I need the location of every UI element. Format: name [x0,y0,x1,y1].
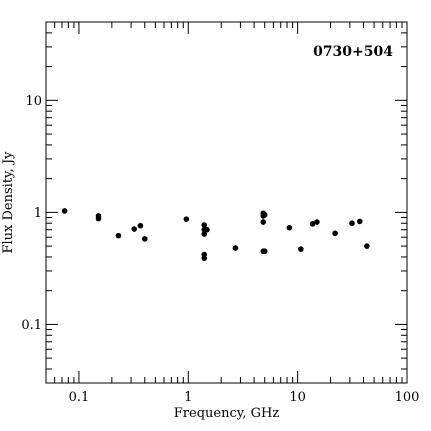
data-point [204,226,210,233]
data-point [183,216,190,222]
data-point [261,248,268,255]
data-point [61,208,68,214]
data-point [364,243,370,249]
source-annotation: 0730+504 [313,44,393,60]
x-axis-title: Frequency, GHz [174,406,280,421]
y-axis-title: Flux Density, Jy [1,151,16,254]
data-point [309,221,316,227]
data-point [286,224,293,231]
data-point [260,219,267,225]
y-tick-labels: 0.1 1 10 [21,94,42,333]
data-points [61,208,370,261]
data-point [131,226,137,232]
y-tick-label: 0.1 [21,318,42,333]
data-point [356,218,363,225]
x-tick-label: 1 [184,390,192,405]
x-tick-label: 0.1 [69,390,90,405]
data-point [349,220,355,227]
data-point [95,215,102,222]
plot-frame [45,21,408,384]
x-tick-label: 10 [289,390,306,405]
data-point [232,245,239,251]
axis-ticks [45,21,408,384]
data-point [298,246,304,252]
x-tick-labels: 0.1 1 10 100 [69,390,420,405]
data-point [201,231,208,237]
data-point [201,255,208,261]
data-point [332,230,338,237]
data-point [137,222,144,229]
y-tick-label: 1 [34,206,42,221]
x-tick-label: 100 [395,390,420,405]
y-tick-label: 10 [25,94,42,109]
data-point [261,212,268,218]
data-point [141,236,148,242]
data-point [314,219,320,225]
data-point [115,232,122,239]
data-point [201,222,208,228]
